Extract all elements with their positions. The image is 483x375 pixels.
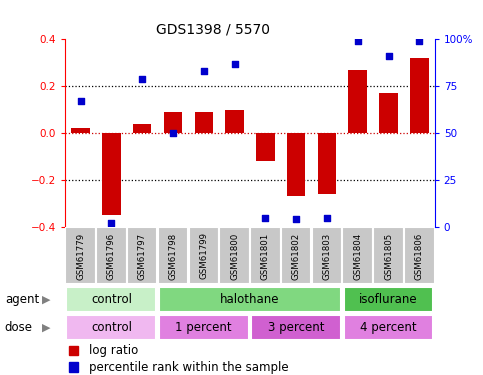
Point — [354, 38, 362, 44]
Text: GSM61806: GSM61806 — [415, 232, 424, 280]
Text: log ratio: log ratio — [89, 344, 139, 357]
Text: dose: dose — [5, 321, 33, 334]
Bar — [251, 315, 341, 340]
Title: GDS1398 / 5570: GDS1398 / 5570 — [156, 23, 270, 37]
Bar — [159, 315, 249, 340]
Text: control: control — [91, 293, 132, 306]
Text: GSM61804: GSM61804 — [353, 232, 362, 280]
Text: ▶: ▶ — [42, 322, 50, 332]
Text: GSM61801: GSM61801 — [261, 232, 270, 280]
Bar — [133, 124, 151, 133]
Bar — [67, 315, 156, 340]
Bar — [65, 228, 96, 284]
Text: GSM61799: GSM61799 — [199, 232, 208, 279]
Text: percentile rank within the sample: percentile rank within the sample — [89, 361, 289, 374]
Text: isoflurane: isoflurane — [359, 293, 418, 306]
Bar — [404, 228, 435, 284]
Point — [231, 61, 239, 67]
Bar — [287, 133, 305, 196]
Bar — [312, 228, 342, 284]
Bar — [102, 133, 121, 215]
Bar — [379, 93, 398, 133]
Point — [138, 76, 146, 82]
Text: GSM61796: GSM61796 — [107, 232, 116, 279]
Bar — [96, 228, 127, 284]
Text: GSM61805: GSM61805 — [384, 232, 393, 280]
Text: GSM61779: GSM61779 — [76, 232, 85, 279]
Bar — [188, 228, 219, 284]
Text: GSM61798: GSM61798 — [169, 232, 177, 279]
Bar — [67, 287, 156, 312]
Point — [108, 220, 115, 226]
Bar — [69, 346, 78, 355]
Text: GSM61800: GSM61800 — [230, 232, 239, 280]
Bar — [343, 287, 433, 312]
Text: 1 percent: 1 percent — [175, 321, 232, 334]
Bar — [195, 112, 213, 133]
Text: GSM61802: GSM61802 — [292, 232, 300, 280]
Bar — [373, 228, 404, 284]
Point — [292, 216, 300, 222]
Point — [77, 98, 85, 104]
Point — [169, 130, 177, 136]
Bar — [281, 228, 312, 284]
Bar — [127, 228, 157, 284]
Text: ▶: ▶ — [42, 294, 50, 304]
Text: halothane: halothane — [220, 293, 280, 306]
Bar — [71, 128, 90, 133]
Bar — [256, 133, 274, 161]
Bar — [349, 70, 367, 133]
Point — [384, 53, 392, 59]
Text: GSM61803: GSM61803 — [323, 232, 331, 280]
Point — [261, 214, 269, 220]
Bar — [225, 110, 244, 133]
Point — [415, 38, 423, 44]
Text: GSM61797: GSM61797 — [138, 232, 147, 279]
Bar — [159, 287, 341, 312]
Text: 3 percent: 3 percent — [268, 321, 325, 334]
Bar — [219, 228, 250, 284]
Text: 4 percent: 4 percent — [360, 321, 417, 334]
Bar — [164, 112, 182, 133]
Bar — [410, 58, 428, 133]
Bar — [250, 228, 281, 284]
Text: agent: agent — [5, 293, 39, 306]
Bar — [69, 363, 78, 372]
Point — [323, 214, 331, 220]
Point — [200, 68, 208, 74]
Bar — [318, 133, 336, 194]
Bar — [158, 228, 188, 284]
Bar — [342, 228, 373, 284]
Bar — [343, 315, 433, 340]
Text: control: control — [91, 321, 132, 334]
